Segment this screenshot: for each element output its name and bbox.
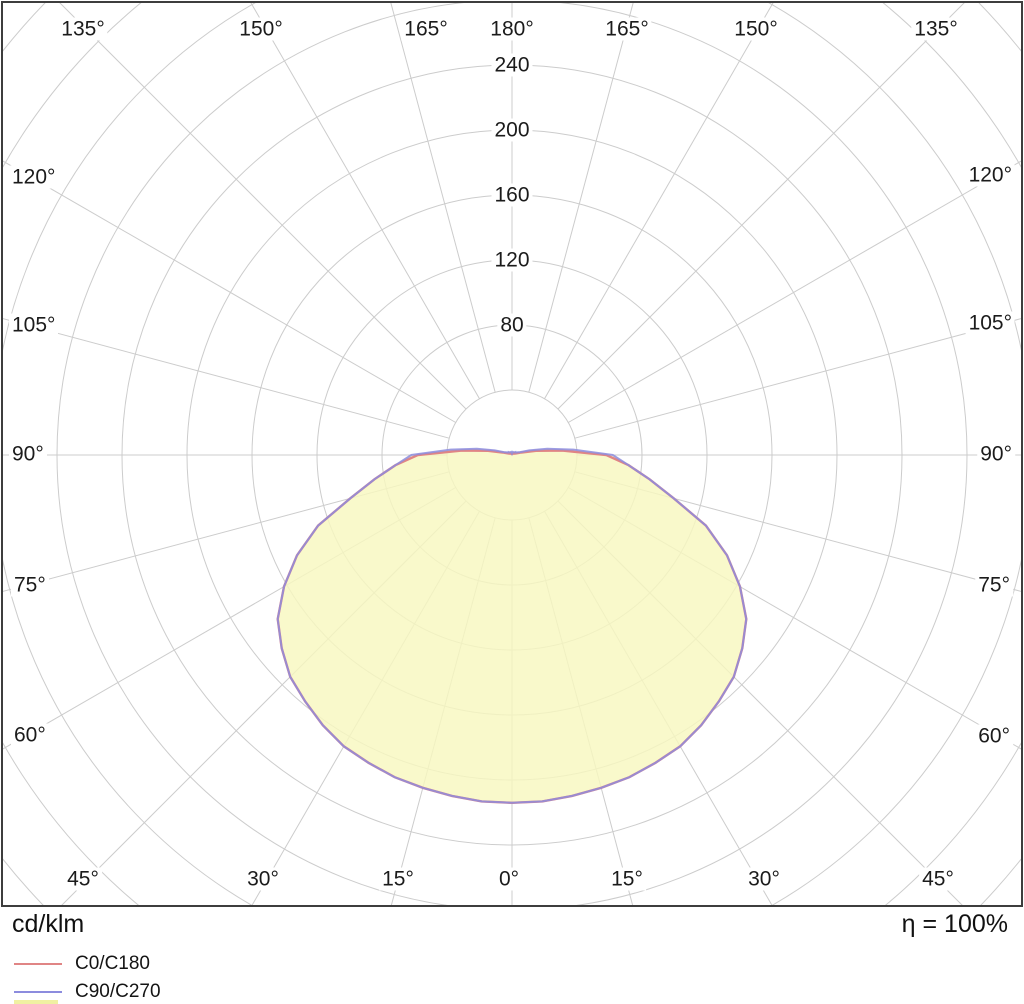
polar-chart-canvas — [3, 3, 1021, 905]
efficiency-label: η = 100% — [901, 910, 1008, 938]
angle-label: 45° — [64, 867, 102, 891]
angle-label: 15° — [608, 867, 646, 891]
legend-label-c90-c270: C90/C270 — [75, 981, 161, 1002]
curve-c90-c270 — [276, 447, 748, 804]
radial-tick-label: 200 — [491, 118, 533, 142]
angle-label: 165° — [602, 17, 652, 41]
angle-label: 45° — [919, 867, 957, 891]
angle-label: 105° — [965, 311, 1015, 335]
legend-line-c0-c180-icon — [14, 963, 62, 965]
unit-label: cd/klm — [12, 910, 85, 938]
angle-label: 30° — [244, 867, 282, 891]
legend-label-c0-c180: C0/C180 — [75, 953, 150, 974]
radial-tick-label: 240 — [491, 53, 533, 77]
angle-label: 120° — [9, 165, 59, 189]
intensity-lobe-fill — [277, 448, 747, 803]
angle-label: 60° — [11, 723, 49, 747]
legend-item-c0-c180: C0/C180 — [14, 953, 150, 974]
angle-label: 90° — [9, 442, 47, 466]
angle-label: 30° — [745, 867, 783, 891]
angle-label: 75° — [975, 573, 1013, 597]
angle-label: 15° — [379, 867, 417, 891]
radial-tick-label: 80 — [497, 313, 527, 337]
angle-label: 120° — [965, 163, 1015, 187]
angle-label: 165° — [401, 17, 451, 41]
radial-tick-label: 160 — [491, 183, 533, 207]
angle-label: 180° — [487, 17, 537, 41]
legend-item-c90-c270: C90/C270 — [14, 981, 161, 1002]
angle-label: 150° — [236, 17, 286, 41]
radial-tick-label: 120 — [491, 248, 533, 272]
angle-label: 135° — [58, 17, 108, 41]
polar-chart-frame: 135° 150° 165° 180° 165° 150° 135° 120° 105° 90° 7… — [1, 1, 1023, 907]
angle-label: 75° — [11, 573, 49, 597]
angle-label: 150° — [731, 17, 781, 41]
angle-label: 105° — [9, 313, 59, 337]
angle-label: 90° — [977, 442, 1015, 466]
next-legend-swatch-peek — [14, 1000, 58, 1004]
angle-label: 60° — [975, 724, 1013, 748]
legend-line-c90-c270-icon — [14, 991, 62, 993]
angle-label: 0° — [495, 867, 523, 891]
angle-label: 135° — [911, 17, 961, 41]
